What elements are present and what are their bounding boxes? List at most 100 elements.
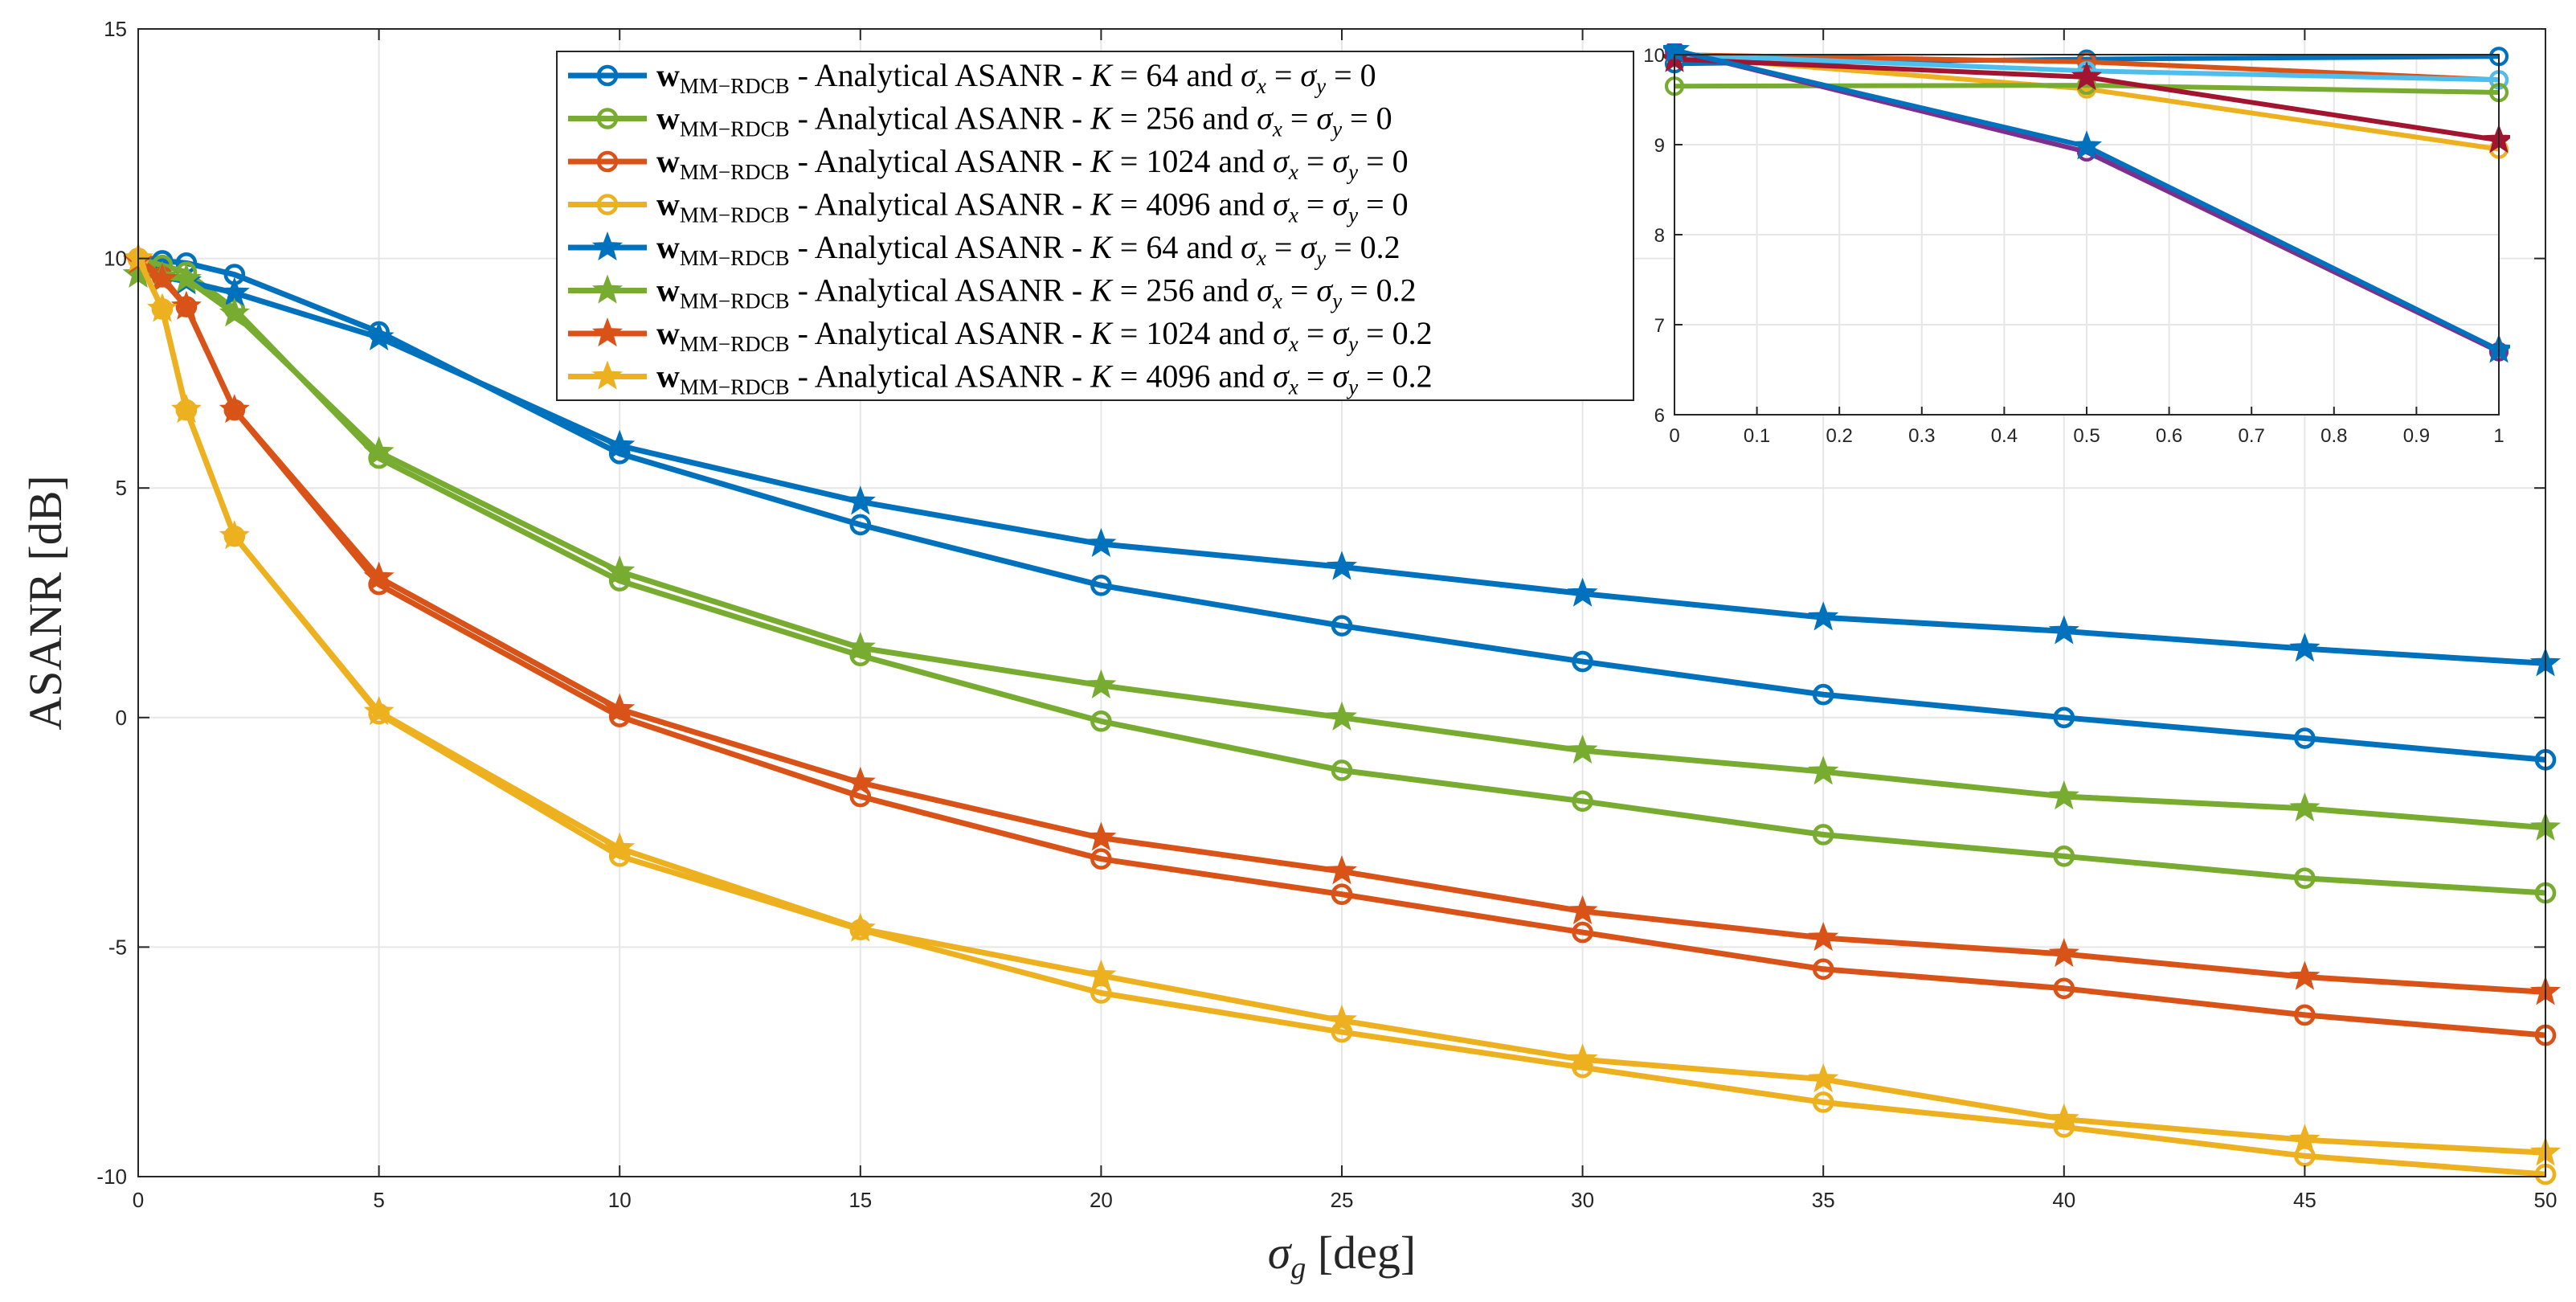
legend-item: wMM−RDCB - Analytical ASANR - K = 4096 a… xyxy=(568,186,1409,227)
legend-k: K xyxy=(1090,143,1114,179)
legend-k: K xyxy=(1090,100,1114,137)
legend-sigma-x-sub: x xyxy=(1288,375,1298,399)
x-tick-label: 15 xyxy=(848,1188,872,1212)
legend-sigma-y: σ xyxy=(1316,100,1333,137)
legend-sigma-y: σ xyxy=(1332,186,1349,223)
legend-item: wMM−RDCB - Analytical ASANR - K = 64 and… xyxy=(568,229,1400,270)
data-point xyxy=(363,695,395,726)
legend-label: wMM−RDCB - Analytical ASANR - K = 1024 a… xyxy=(656,143,1409,184)
data-point xyxy=(844,485,876,515)
legend-sigma-x-sub: x xyxy=(1288,160,1298,184)
legend-mid: = xyxy=(1282,272,1317,309)
inset-x-tick-label: 0.5 xyxy=(2073,425,2100,447)
data-point xyxy=(1086,527,1117,558)
y-tick-label: 15 xyxy=(104,17,127,41)
legend-sigma-y: σ xyxy=(1316,272,1333,309)
data-point xyxy=(363,321,395,351)
data-point xyxy=(849,514,872,536)
legend-k: K xyxy=(1090,186,1114,223)
legend-sigma-y-sub: y xyxy=(1346,375,1358,399)
data-point xyxy=(1331,883,1353,906)
legend-w-subscript: MM−RDCB xyxy=(680,74,790,98)
legend-tail: = 0.2 xyxy=(1326,229,1400,265)
y-tick-label: -5 xyxy=(108,935,127,959)
legend-rest: - Analytical ASANR - xyxy=(790,143,1090,179)
data-point xyxy=(1572,921,1593,944)
data-point xyxy=(1572,790,1593,813)
data-point xyxy=(1090,982,1112,1004)
legend-sigma-x-sub: x xyxy=(1272,289,1282,313)
x-tick-label: 30 xyxy=(1571,1188,1594,1212)
legend-rest: - Analytical ASANR - xyxy=(790,186,1090,223)
data-point xyxy=(170,290,202,320)
legend-w-subscript: MM−RDCB xyxy=(680,246,790,270)
x-axis-subscript: g xyxy=(1290,1251,1306,1285)
legend-tail: = 0.2 xyxy=(1358,358,1433,395)
legend-sigma-x-sub: x xyxy=(1256,74,1266,98)
data-point xyxy=(1812,683,1834,706)
data-point xyxy=(1331,760,1353,781)
legend-mid: = xyxy=(1298,315,1333,351)
legend-label: wMM−RDCB - Analytical ASANR - K = 4096 a… xyxy=(656,358,1433,399)
data-point xyxy=(604,832,636,862)
legend-sigma-y: σ xyxy=(1300,229,1317,265)
data-point xyxy=(2289,1124,2320,1153)
data-point xyxy=(1086,959,1117,989)
inset-chart: 0 0.1 0.2 0.3 0.4 0.5 0.6 0.7 0.8 0.9 1 6 7 8 9 10 xyxy=(1643,43,2510,447)
inset-data-point xyxy=(2071,60,2103,91)
legend-rest: - Analytical ASANR - xyxy=(790,229,1090,265)
data-point xyxy=(2289,633,2320,662)
legend-w: w xyxy=(656,272,680,309)
legend-eq: = 64 and xyxy=(1112,57,1241,93)
legend-label: wMM−RDCB - Analytical ASANR - K = 256 an… xyxy=(656,100,1392,141)
data-point xyxy=(1567,895,1598,925)
data-point xyxy=(146,263,178,293)
x-tick-label: 50 xyxy=(2534,1188,2558,1212)
data-point xyxy=(170,394,202,424)
legend-rest: - Analytical ASANR - xyxy=(790,100,1090,137)
data-point xyxy=(1808,921,1839,952)
data-point xyxy=(2294,1144,2316,1167)
legend-tail: = 0 xyxy=(1326,57,1376,93)
legend-w-subscript: MM−RDCB xyxy=(680,332,790,356)
data-point xyxy=(604,429,636,459)
data-point xyxy=(2053,845,2075,867)
legend-eq: = 64 and xyxy=(1112,229,1241,265)
legend-k: K xyxy=(1090,57,1114,93)
x-tick-label: 5 xyxy=(373,1188,384,1212)
series-7 xyxy=(122,244,2562,1005)
legend-sigma-x: σ xyxy=(1257,272,1274,309)
legend-item: wMM−RDCB - Analytical ASANR - K = 256 an… xyxy=(568,272,1417,313)
data-point xyxy=(2053,706,2075,729)
legend-sigma-x: σ xyxy=(1257,100,1274,137)
data-point xyxy=(1808,601,1839,631)
legend-w-subscript: MM−RDCB xyxy=(680,375,790,399)
legend-mid: = xyxy=(1298,186,1333,223)
inset-x-tick-label: 0.1 xyxy=(1744,425,1770,447)
data-point xyxy=(363,561,395,591)
legend-k: K xyxy=(1090,272,1114,309)
legend-item: wMM−RDCB - Analytical ASANR - K = 256 an… xyxy=(568,100,1392,141)
data-point xyxy=(219,520,250,550)
legend-k: K xyxy=(1090,229,1114,265)
legend-rest: - Analytical ASANR - xyxy=(790,315,1090,351)
legend-sigma-x: σ xyxy=(1273,143,1290,179)
legend-sigma-y-sub: y xyxy=(1330,117,1342,141)
data-point xyxy=(844,912,876,942)
data-point xyxy=(2048,1103,2079,1132)
x-axis-unit: [deg] xyxy=(1306,1226,1416,1279)
legend-rest: - Analytical ASANR - xyxy=(790,272,1090,309)
data-point xyxy=(1812,1091,1834,1113)
legend-eq: = 4096 and xyxy=(1112,186,1273,223)
data-point xyxy=(2289,960,2320,990)
inset-x-tick-label: 0.4 xyxy=(1991,425,2018,447)
legend-swatch-marker xyxy=(591,360,624,390)
inset-x-tick-label: 0 xyxy=(1669,425,1679,447)
data-point xyxy=(604,555,636,585)
legend-w: w xyxy=(656,186,680,223)
legend-eq: = 256 and xyxy=(1112,100,1257,137)
data-point xyxy=(1808,755,1839,785)
data-point xyxy=(1567,734,1598,764)
legend-tail: = 0 xyxy=(1358,143,1409,179)
